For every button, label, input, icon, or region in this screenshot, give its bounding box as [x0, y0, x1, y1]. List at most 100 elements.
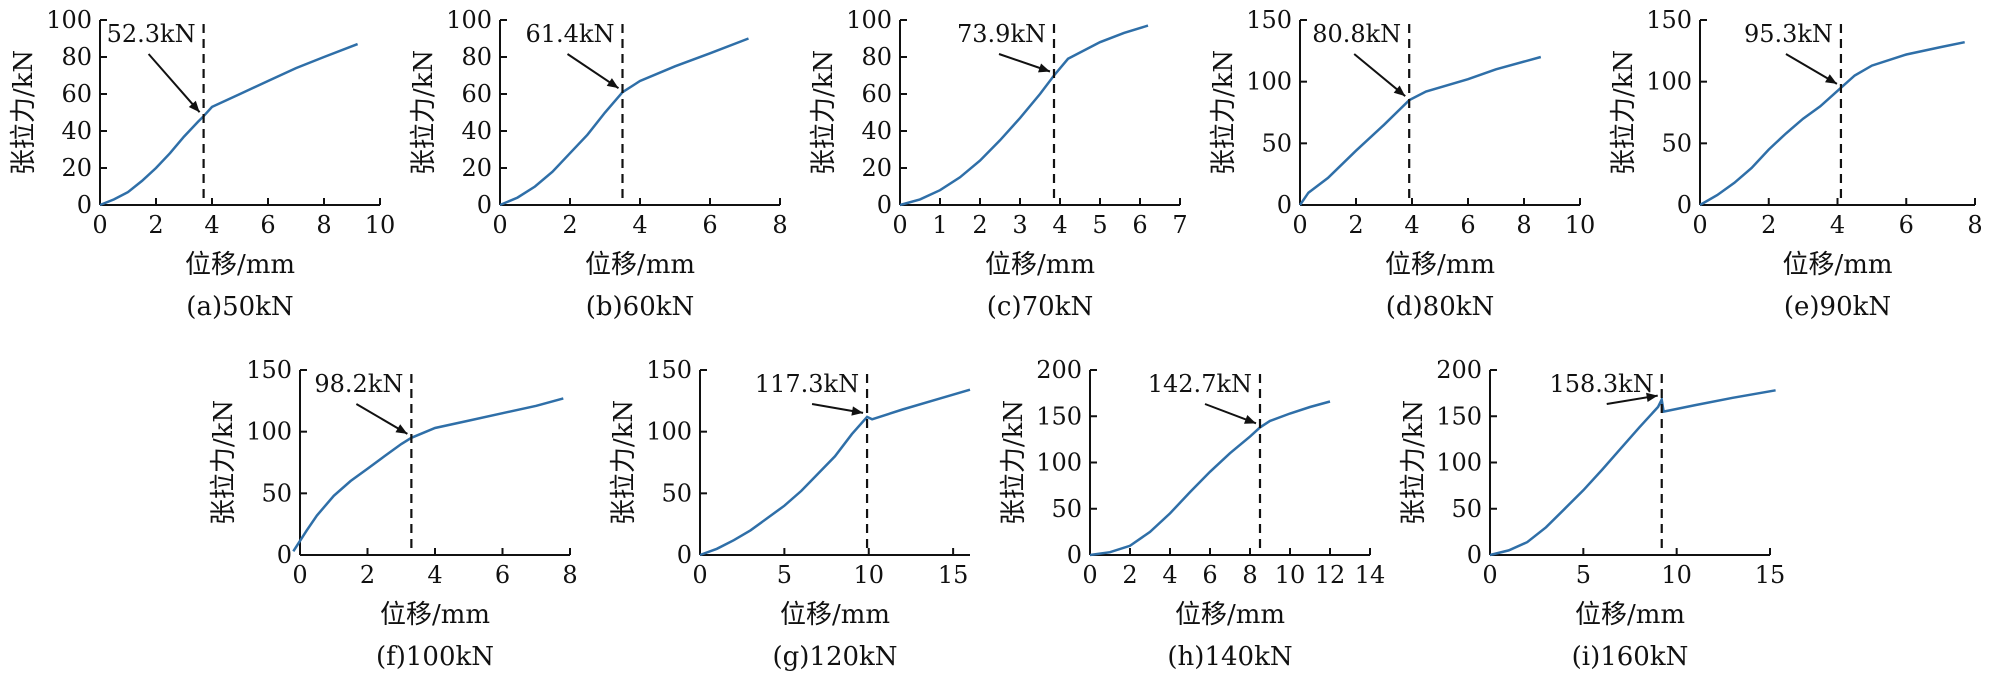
y-tick-label: 0	[477, 191, 492, 219]
chart-e: 0 2 4 6 8 0 50 100 150 张拉力/kN 位移/mm (e)90kN 95.3kN	[1600, 5, 1999, 335]
y-tick-label: 200	[1036, 356, 1082, 384]
y-axis-label: 张拉力/kN	[409, 50, 439, 175]
chart-a: 0 2 4 6 8 10 0 20 40 60 80 100 张拉力/kN 位移/mm (a)50kN 52.…	[0, 5, 400, 335]
y-tick-label: 200	[1436, 356, 1482, 384]
annotation-label: 158.3kN	[1549, 370, 1653, 398]
y-tick-label: 0	[677, 541, 692, 569]
data-line	[1089, 400, 1331, 557]
y-tick-label: 0	[877, 191, 892, 219]
y-axis-label: 张拉力/kN	[999, 400, 1029, 525]
y-tick-label: 100	[646, 418, 692, 446]
y-axis-label: 张拉力/kN	[1399, 400, 1429, 525]
y-tick-label: 40	[461, 117, 492, 145]
x-tick-label: 4	[632, 211, 647, 239]
chart-caption: (a)50kN	[186, 292, 293, 322]
x-tick-label: 6	[1460, 211, 1475, 239]
x-tick-label: 8	[316, 211, 331, 239]
y-tick-label: 60	[61, 80, 92, 108]
x-tick-label: 12	[1315, 561, 1346, 589]
y-tick-label: 150	[1036, 402, 1082, 430]
y-tick-label: 50	[1051, 495, 1082, 523]
x-tick-label: 5	[1092, 211, 1107, 239]
chart-caption: (g)120kN	[772, 642, 897, 672]
data-line	[1699, 40, 1965, 207]
x-tick-label: 8	[1967, 211, 1982, 239]
y-tick-label: 50	[1451, 495, 1482, 523]
annotation-label: 73.9kN	[957, 20, 1046, 48]
x-tick-label: 6	[1132, 211, 1147, 239]
data-line	[292, 397, 564, 552]
chart-b: 0 2 4 6 8 0 20 40 60 80 100 张拉力/kN 位移/mm (b)60kN 61.4k…	[400, 5, 800, 335]
chart-caption: (h)140kN	[1167, 642, 1292, 672]
y-tick-label: 150	[646, 356, 692, 384]
y-tick-label: 150	[1246, 6, 1292, 34]
y-tick-label: 20	[461, 154, 492, 182]
x-tick-label: 0	[492, 211, 507, 239]
x-axis-label: 位移/mm	[585, 250, 695, 280]
annotation-arrowhead	[188, 100, 200, 113]
x-axis-label: 位移/mm	[1175, 600, 1285, 630]
x-tick-label: 2	[148, 211, 163, 239]
annotation-arrowhead	[851, 406, 864, 416]
x-tick-label: 10	[853, 561, 884, 589]
y-tick-label: 0	[1277, 191, 1292, 219]
x-tick-label: 8	[562, 561, 577, 589]
y-tick-label: 100	[1036, 449, 1082, 477]
x-tick-label: 8	[772, 211, 787, 239]
x-tick-label: 0	[692, 561, 707, 589]
x-tick-label: 15	[1755, 561, 1786, 589]
x-axis-label: 位移/mm	[780, 600, 890, 630]
y-axis-label: 张拉力/kN	[1209, 50, 1239, 175]
annotation-label: 98.2kN	[314, 370, 403, 398]
y-tick-label: 60	[861, 80, 892, 108]
data-line	[899, 24, 1149, 207]
y-tick-label: 0	[1677, 191, 1692, 219]
annotation-arrowhead	[395, 424, 408, 434]
y-axis-label: 张拉力/kN	[609, 400, 639, 525]
x-tick-label: 6	[1899, 211, 1914, 239]
y-tick-label: 0	[1067, 541, 1082, 569]
x-tick-label: 6	[260, 211, 275, 239]
chart-caption: (c)70kN	[987, 292, 1093, 322]
y-tick-label: 150	[1436, 402, 1482, 430]
y-tick-label: 20	[61, 154, 92, 182]
x-tick-label: 0	[1692, 211, 1707, 239]
x-tick-label: 0	[1482, 561, 1497, 589]
annotation-arrowhead	[1646, 392, 1658, 403]
x-tick-label: 8	[1242, 561, 1257, 589]
x-tick-label: 0	[92, 211, 107, 239]
y-tick-label: 100	[46, 6, 92, 34]
y-axis-label: 张拉力/kN	[809, 50, 839, 175]
annotation-arrowhead	[606, 78, 619, 89]
annotation-arrowhead	[1393, 85, 1406, 97]
x-tick-label: 5	[1576, 561, 1591, 589]
x-tick-label: 2	[360, 561, 375, 589]
x-tick-label: 6	[702, 211, 717, 239]
y-tick-label: 100	[846, 6, 892, 34]
annotation-label: 80.8kN	[1312, 20, 1401, 48]
y-tick-label: 80	[461, 43, 492, 71]
y-tick-label: 20	[861, 154, 892, 182]
x-tick-label: 14	[1355, 561, 1386, 589]
y-tick-label: 0	[1467, 541, 1482, 569]
x-tick-label: 2	[1761, 211, 1776, 239]
x-tick-label: 15	[938, 561, 969, 589]
x-tick-label: 4	[1052, 211, 1067, 239]
x-axis-label: 位移/mm	[380, 600, 490, 630]
y-axis-label: 张拉力/kN	[209, 400, 239, 525]
annotation-arrow	[147, 53, 201, 113]
chart-caption: (f)100kN	[376, 642, 494, 672]
data-line	[1489, 389, 1776, 557]
x-tick-label: 6	[1202, 561, 1217, 589]
x-tick-label: 7	[1172, 211, 1187, 239]
y-tick-label: 150	[246, 356, 292, 384]
data-line	[1298, 55, 1542, 206]
x-axis-label: 位移/mm	[1385, 250, 1495, 280]
x-tick-label: 4	[1830, 211, 1845, 239]
x-tick-label: 5	[777, 561, 792, 589]
x-tick-label: 6	[495, 561, 510, 589]
chart-d: 0 2 4 6 8 10 0 50 100 150 张拉力/kN 位移/mm (d)80kN 80.8kN	[1200, 5, 1600, 335]
y-tick-label: 40	[861, 117, 892, 145]
annotation-label: 117.3kN	[755, 370, 859, 398]
chart-caption: (i)160kN	[1572, 642, 1689, 672]
